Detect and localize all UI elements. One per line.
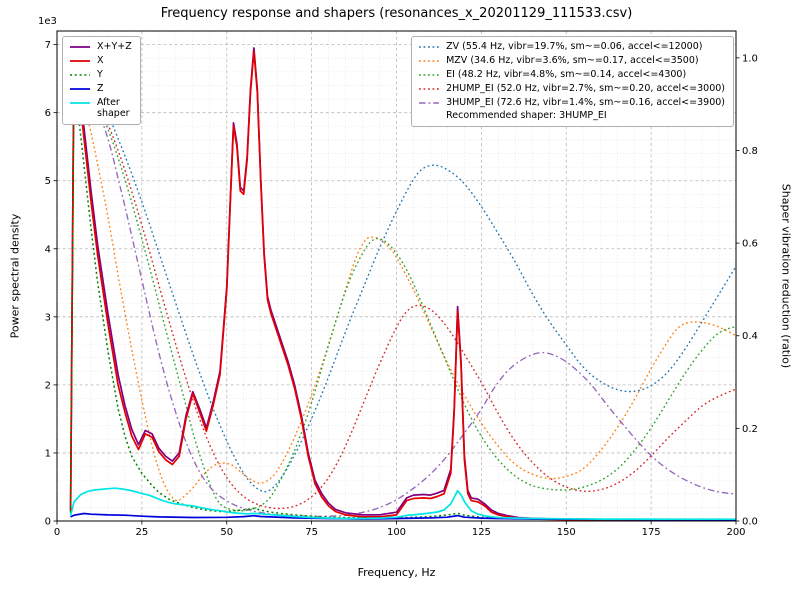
- x-tick-label: 175: [642, 527, 661, 538]
- legend-label: 3HUMP_EI (72.6 Hz, vibr=1.4%, sm~=0.16, …: [446, 96, 725, 108]
- legend-item-X+Y+Z: X+Y+Z: [69, 41, 132, 53]
- recommended-shaper-text: Recommended shaper: 3HUMP_EI: [446, 110, 607, 122]
- legend-line-sample-3HUMP_EI: [419, 101, 440, 104]
- series-Y: [69, 77, 736, 521]
- legend-label: Z: [97, 82, 104, 94]
- y-right-tick-label: 1.0: [742, 53, 758, 64]
- legend-item-3HUMP_EI: 3HUMP_EI (72.6 Hz, vibr=1.4%, sm~=0.16, …: [418, 97, 725, 109]
- y-right-tick-label: 0.2: [742, 424, 758, 435]
- y-left-tick-label: 5: [45, 176, 51, 187]
- legend-shapers: ZV (55.4 Hz, vibr=19.7%, sm~=0.06, accel…: [411, 36, 734, 128]
- legend-item-Y: Y: [69, 69, 132, 81]
- legend-item-Z: Z: [69, 83, 132, 95]
- legend-item-After shaper: After shaper: [69, 97, 132, 121]
- x-tick-label: 75: [305, 527, 318, 538]
- y-right-tick-label: 0.0: [742, 517, 758, 528]
- legend-line-sample-MZV: [419, 60, 440, 62]
- legend-line-sample-2HUMP_EI: [419, 87, 440, 90]
- legend-label: MZV (34.6 Hz, vibr=3.6%, sm~=0.17, accel…: [446, 54, 699, 66]
- legend-item-ZV: ZV (55.4 Hz, vibr=19.7%, sm~=0.06, accel…: [418, 41, 725, 53]
- y-left-tick-label: 4: [45, 244, 51, 255]
- series-group: [63, 43, 736, 521]
- legend-label: X+Y+Z: [97, 41, 132, 52]
- y-left-tick-label: 0: [45, 517, 51, 528]
- legend-item-X: X: [69, 55, 132, 67]
- legend-label: EI (48.2 Hz, vibr=4.8%, sm~=0.14, accel<…: [446, 68, 687, 80]
- x-tick-label: 25: [136, 527, 149, 538]
- legend-line-sample-Y: [70, 74, 90, 76]
- series-Z: [70, 512, 736, 521]
- legend-label: After shaper: [97, 96, 130, 120]
- legend-label: ZV (55.4 Hz, vibr=19.7%, sm~=0.06, accel…: [446, 41, 703, 52]
- series-ZV: [63, 57, 736, 493]
- x-tick-label: 125: [472, 527, 491, 538]
- y-right-tick-label: 0.4: [742, 331, 758, 342]
- y-left-tick-label: 3: [45, 312, 51, 323]
- axis-tick-labels: 0 25 50 75 100 125 150 175 200 0 1 2 3 4 5 6 7 0.0 0.2 0.4 0…: [45, 40, 758, 538]
- y-axis-offset-text: 1e3: [38, 16, 57, 27]
- x-tick-label: 100: [387, 527, 406, 538]
- chart-title: Frequency response and shapers (resonanc…: [160, 6, 633, 21]
- x-tick-label: 50: [220, 527, 233, 538]
- legend-label: X: [97, 54, 104, 66]
- series-X: [69, 50, 736, 521]
- x-tick-label: 200: [726, 527, 745, 538]
- series-3HUMP_EI: [63, 57, 736, 518]
- series-After shaper: [69, 487, 736, 521]
- legend-item-EI: EI (48.2 Hz, vibr=4.8%, sm~=0.14, accel<…: [418, 69, 725, 81]
- series-EI: [63, 57, 736, 512]
- legend-line-sample-After shaper: [70, 101, 90, 104]
- legend-line-sample-EI: [419, 73, 440, 76]
- legend-line-sample-Z: [70, 87, 90, 90]
- y-left-tick-label: 2: [45, 380, 51, 391]
- axis-tick-marks: [53, 44, 740, 525]
- legend-line-sample-ZV: [419, 46, 440, 48]
- x-tick-label: 0: [54, 527, 60, 538]
- x-tick-label: 150: [557, 527, 576, 538]
- legend-label: Y: [97, 68, 103, 80]
- y-left-tick-label: 6: [45, 108, 51, 119]
- y-left-tick-label: 7: [45, 40, 51, 51]
- y-left-tick-label: 1: [45, 448, 51, 459]
- legend-label: 2HUMP_EI (52.0 Hz, vibr=2.7%, sm~=0.20, …: [446, 82, 725, 94]
- legend-item-MZV: MZV (34.6 Hz, vibr=3.6%, sm~=0.17, accel…: [418, 55, 725, 67]
- y-right-tick-label: 0.6: [742, 239, 758, 250]
- y-right-tick-label: 0.8: [742, 146, 758, 157]
- legend-line-sample-X+Y+Z: [70, 46, 90, 48]
- y-axis-label-left: Power spectral density: [8, 213, 22, 339]
- legend-line-sample-X: [70, 60, 90, 62]
- legend-psd: X+Y+Z X Y Z After shaper: [62, 36, 141, 126]
- legend-item-2HUMP_EI: 2HUMP_EI (52.0 Hz, vibr=2.7%, sm~=0.20, …: [418, 83, 725, 95]
- y-axis-label-right: Shaper vibration reduction (ratio): [779, 183, 793, 369]
- series-2HUMP_EI: [63, 57, 736, 510]
- x-axis-label: Frequency, Hz: [357, 566, 436, 579]
